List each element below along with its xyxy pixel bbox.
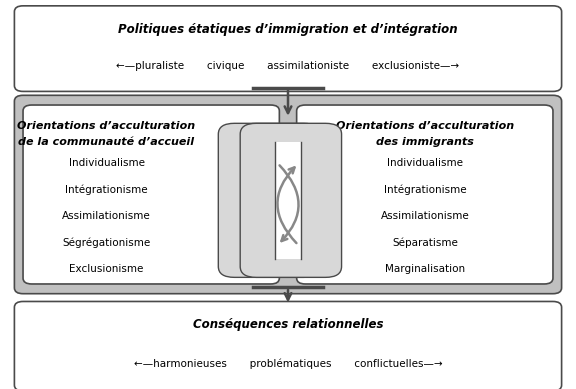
- Text: ←—harmonieuses       problématiques       conflictuelles—→: ←—harmonieuses problématiques conflictue…: [134, 359, 442, 369]
- FancyBboxPatch shape: [14, 95, 562, 294]
- FancyBboxPatch shape: [218, 123, 320, 277]
- Text: Assimilationisme: Assimilationisme: [381, 211, 469, 221]
- FancyBboxPatch shape: [240, 123, 342, 277]
- Text: Conséquences relationnelles: Conséquences relationnelles: [193, 318, 383, 331]
- Text: Intégrationisme: Intégrationisme: [384, 185, 467, 195]
- Text: Individualisme: Individualisme: [69, 158, 145, 168]
- Text: Intégrationisme: Intégrationisme: [65, 185, 148, 195]
- Text: des immigrants: des immigrants: [376, 137, 474, 147]
- FancyArrowPatch shape: [279, 165, 298, 241]
- Text: Marginalisation: Marginalisation: [385, 264, 465, 274]
- FancyArrowPatch shape: [278, 167, 297, 243]
- Text: Exclusionisme: Exclusionisme: [69, 264, 144, 274]
- Text: Séparatisme: Séparatisme: [392, 238, 458, 248]
- FancyBboxPatch shape: [14, 301, 562, 389]
- Text: Orientations d’acculturation: Orientations d’acculturation: [336, 121, 514, 131]
- Text: Orientations d’acculturation: Orientations d’acculturation: [17, 121, 196, 131]
- Text: Ségrégationisme: Ségrégationisme: [62, 238, 151, 248]
- FancyBboxPatch shape: [23, 105, 279, 284]
- Text: de la communauté d’accueil: de la communauté d’accueil: [18, 137, 195, 147]
- Text: Individualisme: Individualisme: [387, 158, 463, 168]
- FancyBboxPatch shape: [297, 105, 553, 284]
- Text: ←—pluraliste       civique       assimilationiste       exclusioniste—→: ←—pluraliste civique assimilationiste ex…: [116, 61, 460, 71]
- FancyBboxPatch shape: [14, 6, 562, 91]
- Text: Assimilationisme: Assimilationisme: [62, 211, 151, 221]
- Bar: [275, 142, 301, 259]
- Text: Politiques étatiques d’immigration et d’intégration: Politiques étatiques d’immigration et d’…: [118, 23, 458, 36]
